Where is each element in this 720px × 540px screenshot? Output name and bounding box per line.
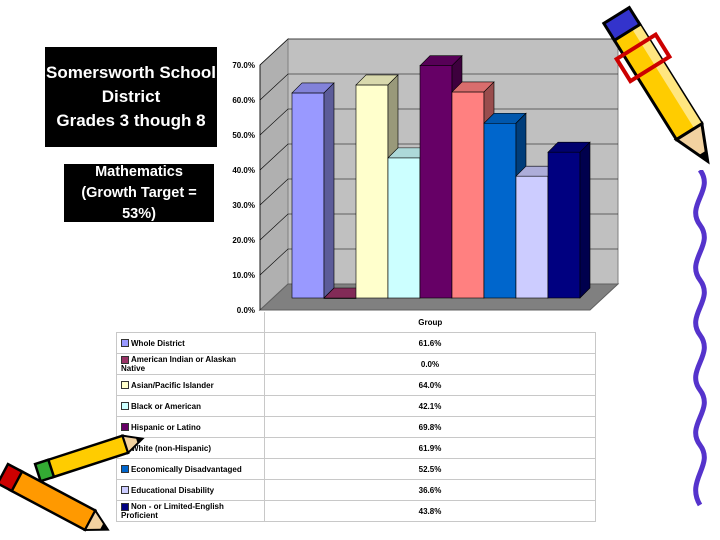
data-value-label: 69.8% [264,416,596,438]
legend-entry: Black or American [116,395,265,417]
legend-row: White (non-Hispanic) 61.9% [116,437,596,459]
legend-swatch [121,423,129,432]
plot-side-wall [259,37,289,312]
data-value-label: 0.0% [264,353,596,375]
legend-label: Black or American [131,401,201,411]
data-value-label: 61.9% [264,437,596,459]
legend-entry: Whole District [116,332,265,354]
legend-label: Non - or Limited-English Proficient [121,502,224,520]
gridline [259,73,618,101]
legend-table: Group Whole District 61.6% American Indian… [116,312,596,522]
bar-2 [355,84,389,299]
title-line-1: Somersworth School [45,63,217,82]
data-value-label: 36.6% [264,479,596,501]
title-line-3: Grades 3 though 8 [56,111,206,130]
y-tick-label: 10.0% [232,271,255,280]
legend-entry: American Indian or Alaskan Native [116,353,265,375]
pencils-icon [0,434,145,532]
bar-side-0 [323,82,335,299]
y-tick-label: 20.0% [232,236,255,245]
legend-corner [117,312,265,333]
legend-swatch [121,465,129,474]
legend-label: Whole District [131,338,185,348]
gridline [259,38,618,66]
legend-label: Educational Disability [131,485,215,495]
data-value-label: 42.1% [264,395,596,417]
gridline [259,108,618,136]
subject-label: Mathematics (Growth Target = 53%) [64,164,214,222]
legend-swatch [121,381,129,390]
y-tick-label: 0.0% [237,306,255,315]
squiggle-border [693,170,707,507]
legend-label: White (non-Hispanic) [131,443,211,453]
bar-0 [291,92,325,299]
bar-3 [387,157,421,299]
page-title: Somersworth School District Grades 3 tho… [45,47,217,147]
bar-8 [547,151,581,299]
y-tick-label: 70.0% [232,61,255,70]
pencil-icon [601,5,710,165]
legend-swatch [121,402,129,411]
bar-side-8 [579,141,591,299]
data-value-label: 43.8% [264,500,596,522]
legend-label: Economically Disadvantaged [131,464,242,474]
legend-swatch [121,339,129,348]
legend-row: Asian/Pacific Islander 64.0% [116,374,596,396]
data-value-label: 52.5% [264,458,596,480]
legend-row: Black or American 42.1% [116,395,596,417]
legend-label: Hispanic or Latino [131,422,201,432]
data-value-label: 61.6% [264,332,596,354]
y-tick-label: 60.0% [232,96,255,105]
legend-label: American Indian or Alaskan Native [121,355,237,373]
title-line-2: District [101,87,161,106]
y-tick-label: 30.0% [232,201,255,210]
bar-7 [515,175,549,299]
legend-label: Asian/Pacific Islander [131,380,214,390]
data-value-label: 64.0% [264,374,596,396]
legend-row: Hispanic or Latino 69.8% [116,416,596,438]
legend-row: Whole District 61.6% [116,332,596,354]
legend-row: Non - or Limited-English Proficient 43.8% [116,500,596,522]
y-tick-label: 50.0% [232,131,255,140]
subject-line-2: (Growth Target = 53%) [81,184,197,222]
subject-line-1: Mathematics [95,163,183,180]
legend-swatch [121,355,129,364]
bar-5 [451,91,485,299]
legend-swatch [121,486,129,495]
legend-row: Economically Disadvantaged 52.5% [116,458,596,480]
x-axis-label: Group [264,312,596,333]
y-tick-label: 40.0% [232,166,255,175]
legend-entry: Asian/Pacific Islander [116,374,265,396]
legend-row: Educational Disability 36.6% [116,479,596,501]
bar-4 [419,65,453,299]
bar-6 [483,122,517,299]
legend-row: American Indian or Alaskan Native 0.0% [116,353,596,375]
